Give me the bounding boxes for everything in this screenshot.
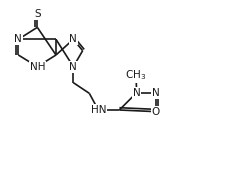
Text: N: N — [14, 34, 22, 44]
Text: N: N — [152, 88, 160, 98]
Text: N: N — [70, 62, 77, 72]
Text: S: S — [34, 9, 41, 19]
Text: HN: HN — [91, 105, 106, 115]
Text: CH$_3$: CH$_3$ — [125, 68, 147, 82]
Text: N: N — [70, 34, 77, 44]
Text: NH: NH — [29, 62, 45, 72]
Text: N: N — [133, 88, 141, 98]
Text: O: O — [152, 107, 160, 117]
